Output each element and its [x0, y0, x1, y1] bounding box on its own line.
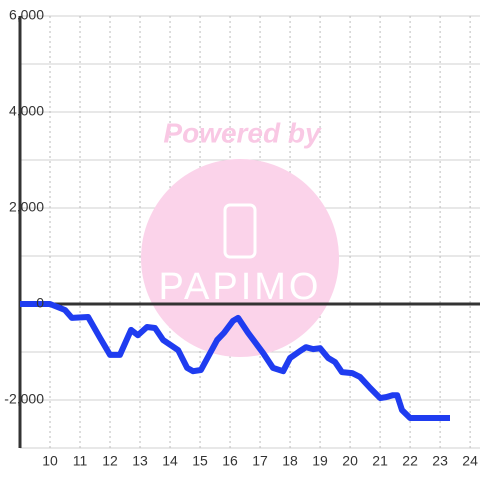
x-tick-label: 17 — [252, 453, 268, 469]
y-tick-label: -2,000 — [4, 391, 44, 407]
x-tick-label: 21 — [372, 453, 388, 469]
y-tick-label: 0 — [36, 295, 44, 311]
x-tick-label: 11 — [73, 453, 88, 469]
x-tick-label: 13 — [132, 453, 148, 469]
x-tick-label: 19 — [312, 453, 328, 469]
x-tick-label: 15 — [192, 453, 208, 469]
x-tick-label: 16 — [222, 453, 238, 469]
x-tick-label: 14 — [162, 453, 178, 469]
data-line — [20, 301, 450, 421]
watermark-caption: Powered by — [163, 117, 322, 148]
watermark-brand: PAPIMO — [159, 266, 322, 308]
x-tick-label: 10 — [42, 453, 58, 469]
x-tick-label: 22 — [402, 453, 418, 469]
y-tick-label: 6,000 — [9, 7, 44, 23]
x-tick-label: 24 — [462, 453, 478, 469]
y-tick-label: 4,000 — [9, 103, 44, 119]
x-tick-label: 12 — [102, 453, 118, 469]
y-tick-label: 2,000 — [9, 199, 44, 215]
x-tick-label: 18 — [282, 453, 298, 469]
x-tick-label: 20 — [342, 453, 358, 469]
watermark-phone — [223, 203, 257, 259]
x-tick-label: 23 — [432, 453, 448, 469]
